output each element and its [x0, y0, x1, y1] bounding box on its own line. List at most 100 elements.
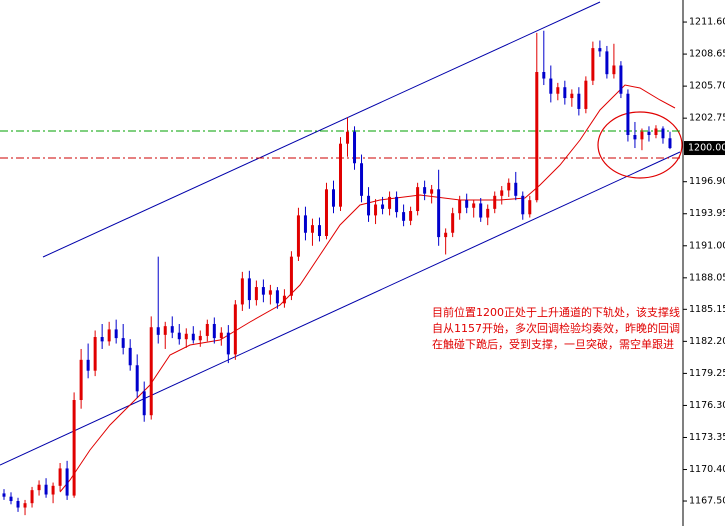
- candle-body: [296, 215, 300, 257]
- candle-body: [149, 327, 153, 416]
- plot-area: [0, 0, 683, 526]
- candle-body: [44, 484, 48, 495]
- candle-body: [324, 189, 328, 237]
- candle-body: [282, 295, 286, 304]
- candle-body: [521, 195, 525, 215]
- candle-body: [142, 391, 146, 416]
- candle-body: [647, 131, 651, 136]
- candle-body: [374, 204, 378, 216]
- y-tick-label: 1205.70: [689, 81, 725, 92]
- candle-body: [58, 468, 62, 486]
- candle-body: [528, 200, 532, 215]
- candle-body: [640, 131, 644, 140]
- y-tick-label: 1211.60: [689, 17, 725, 28]
- candle-body: [430, 189, 434, 194]
- candle-body: [479, 203, 483, 218]
- candle-body: [65, 468, 69, 496]
- y-tick-label: 1179.25: [689, 368, 725, 379]
- candle-body: [556, 87, 560, 94]
- candle-body: [107, 329, 111, 342]
- y-tick-label: 1208.65: [689, 49, 725, 60]
- candle-body: [247, 278, 251, 301]
- candle-body: [317, 225, 321, 237]
- candle-body: [535, 72, 539, 201]
- candle-body: [198, 335, 202, 341]
- candle-body: [310, 225, 314, 233]
- y-tick-label: 1188.05: [689, 272, 725, 283]
- candle-body: [577, 93, 581, 109]
- candle-body: [563, 87, 567, 99]
- candle-body: [661, 128, 665, 139]
- candle-body: [9, 496, 13, 502]
- y-tick-label: 1182.20: [689, 336, 725, 347]
- candle-body: [619, 65, 623, 94]
- candle-body: [367, 195, 371, 216]
- candle-body: [605, 51, 609, 75]
- candle-body: [542, 72, 546, 79]
- candle-body: [493, 195, 497, 209]
- candle-body: [240, 278, 244, 305]
- candle-body: [191, 333, 195, 341]
- candle-body: [184, 333, 188, 340]
- y-tick-label: 1202.75: [689, 113, 725, 124]
- candle-body: [121, 338, 125, 348]
- candle-body: [633, 135, 637, 140]
- candle-body: [584, 80, 588, 109]
- candle-body: [128, 347, 132, 366]
- candle-body: [668, 138, 672, 149]
- candle-body: [626, 93, 630, 136]
- upper-channel: [42, 1, 601, 258]
- candle-body: [226, 332, 230, 355]
- candle-body: [16, 501, 20, 508]
- candle-body: [51, 485, 55, 495]
- candle-body: [458, 200, 462, 214]
- candle-body: [570, 93, 574, 99]
- candle-body: [598, 48, 602, 52]
- candle-body: [289, 256, 293, 296]
- candle-body: [205, 323, 209, 336]
- y-tick-label: 1167.50: [689, 496, 725, 507]
- candle-body: [100, 337, 104, 342]
- candle-body: [388, 196, 392, 209]
- candle-body: [486, 208, 490, 218]
- y-tick-label: 1196.90: [689, 176, 725, 187]
- candle-body: [156, 327, 160, 335]
- candle-body: [514, 182, 518, 196]
- candle-body: [423, 187, 427, 194]
- candle-body: [507, 182, 511, 191]
- annotation-line: 在触碰下跪后，受到支撑，一旦突破，需空单跟进: [432, 337, 674, 351]
- candle-body: [500, 190, 504, 196]
- candle-body: [114, 329, 118, 339]
- annotation-line: 目前位置1200正处于上升通道的下轨处，该支撑线: [432, 305, 680, 319]
- candle-body: [654, 128, 658, 136]
- candle-body: [93, 337, 97, 371]
- candle-body: [86, 359, 90, 371]
- candle-body: [331, 189, 335, 207]
- candle-body: [416, 187, 420, 212]
- candle-body: [268, 290, 272, 295]
- candle-body: [163, 326, 167, 335]
- candle-body: [303, 215, 307, 233]
- y-tick-label: 1193.95: [689, 208, 725, 219]
- candle-body: [72, 400, 76, 496]
- candle-body: [339, 143, 342, 207]
- annotation: 目前位置1200正处于上升通道的下轨处，该支撑线自从1157开始，多次回调检验均…: [432, 305, 680, 351]
- candle-body: [177, 332, 181, 340]
- candle-body: [275, 290, 279, 304]
- candle-body: [549, 78, 553, 94]
- y-tick-label: 1170.40: [689, 464, 725, 475]
- lower-channel: [0, 151, 681, 466]
- candle-body: [212, 323, 216, 339]
- annotation-line: 自从1157开始，多次回调检验均奏效，昨晚的回调: [432, 321, 680, 335]
- y-tick-label: 1173.35: [689, 432, 725, 443]
- candle-body: [612, 65, 616, 75]
- candle-body: [37, 484, 41, 491]
- candle-body: [135, 365, 139, 392]
- candle-body: [402, 212, 406, 221]
- candle-body: [2, 493, 6, 497]
- candle-body: [30, 490, 34, 504]
- candle-body: [170, 326, 174, 333]
- candle-body: [261, 287, 265, 295]
- candle-body: [591, 48, 595, 81]
